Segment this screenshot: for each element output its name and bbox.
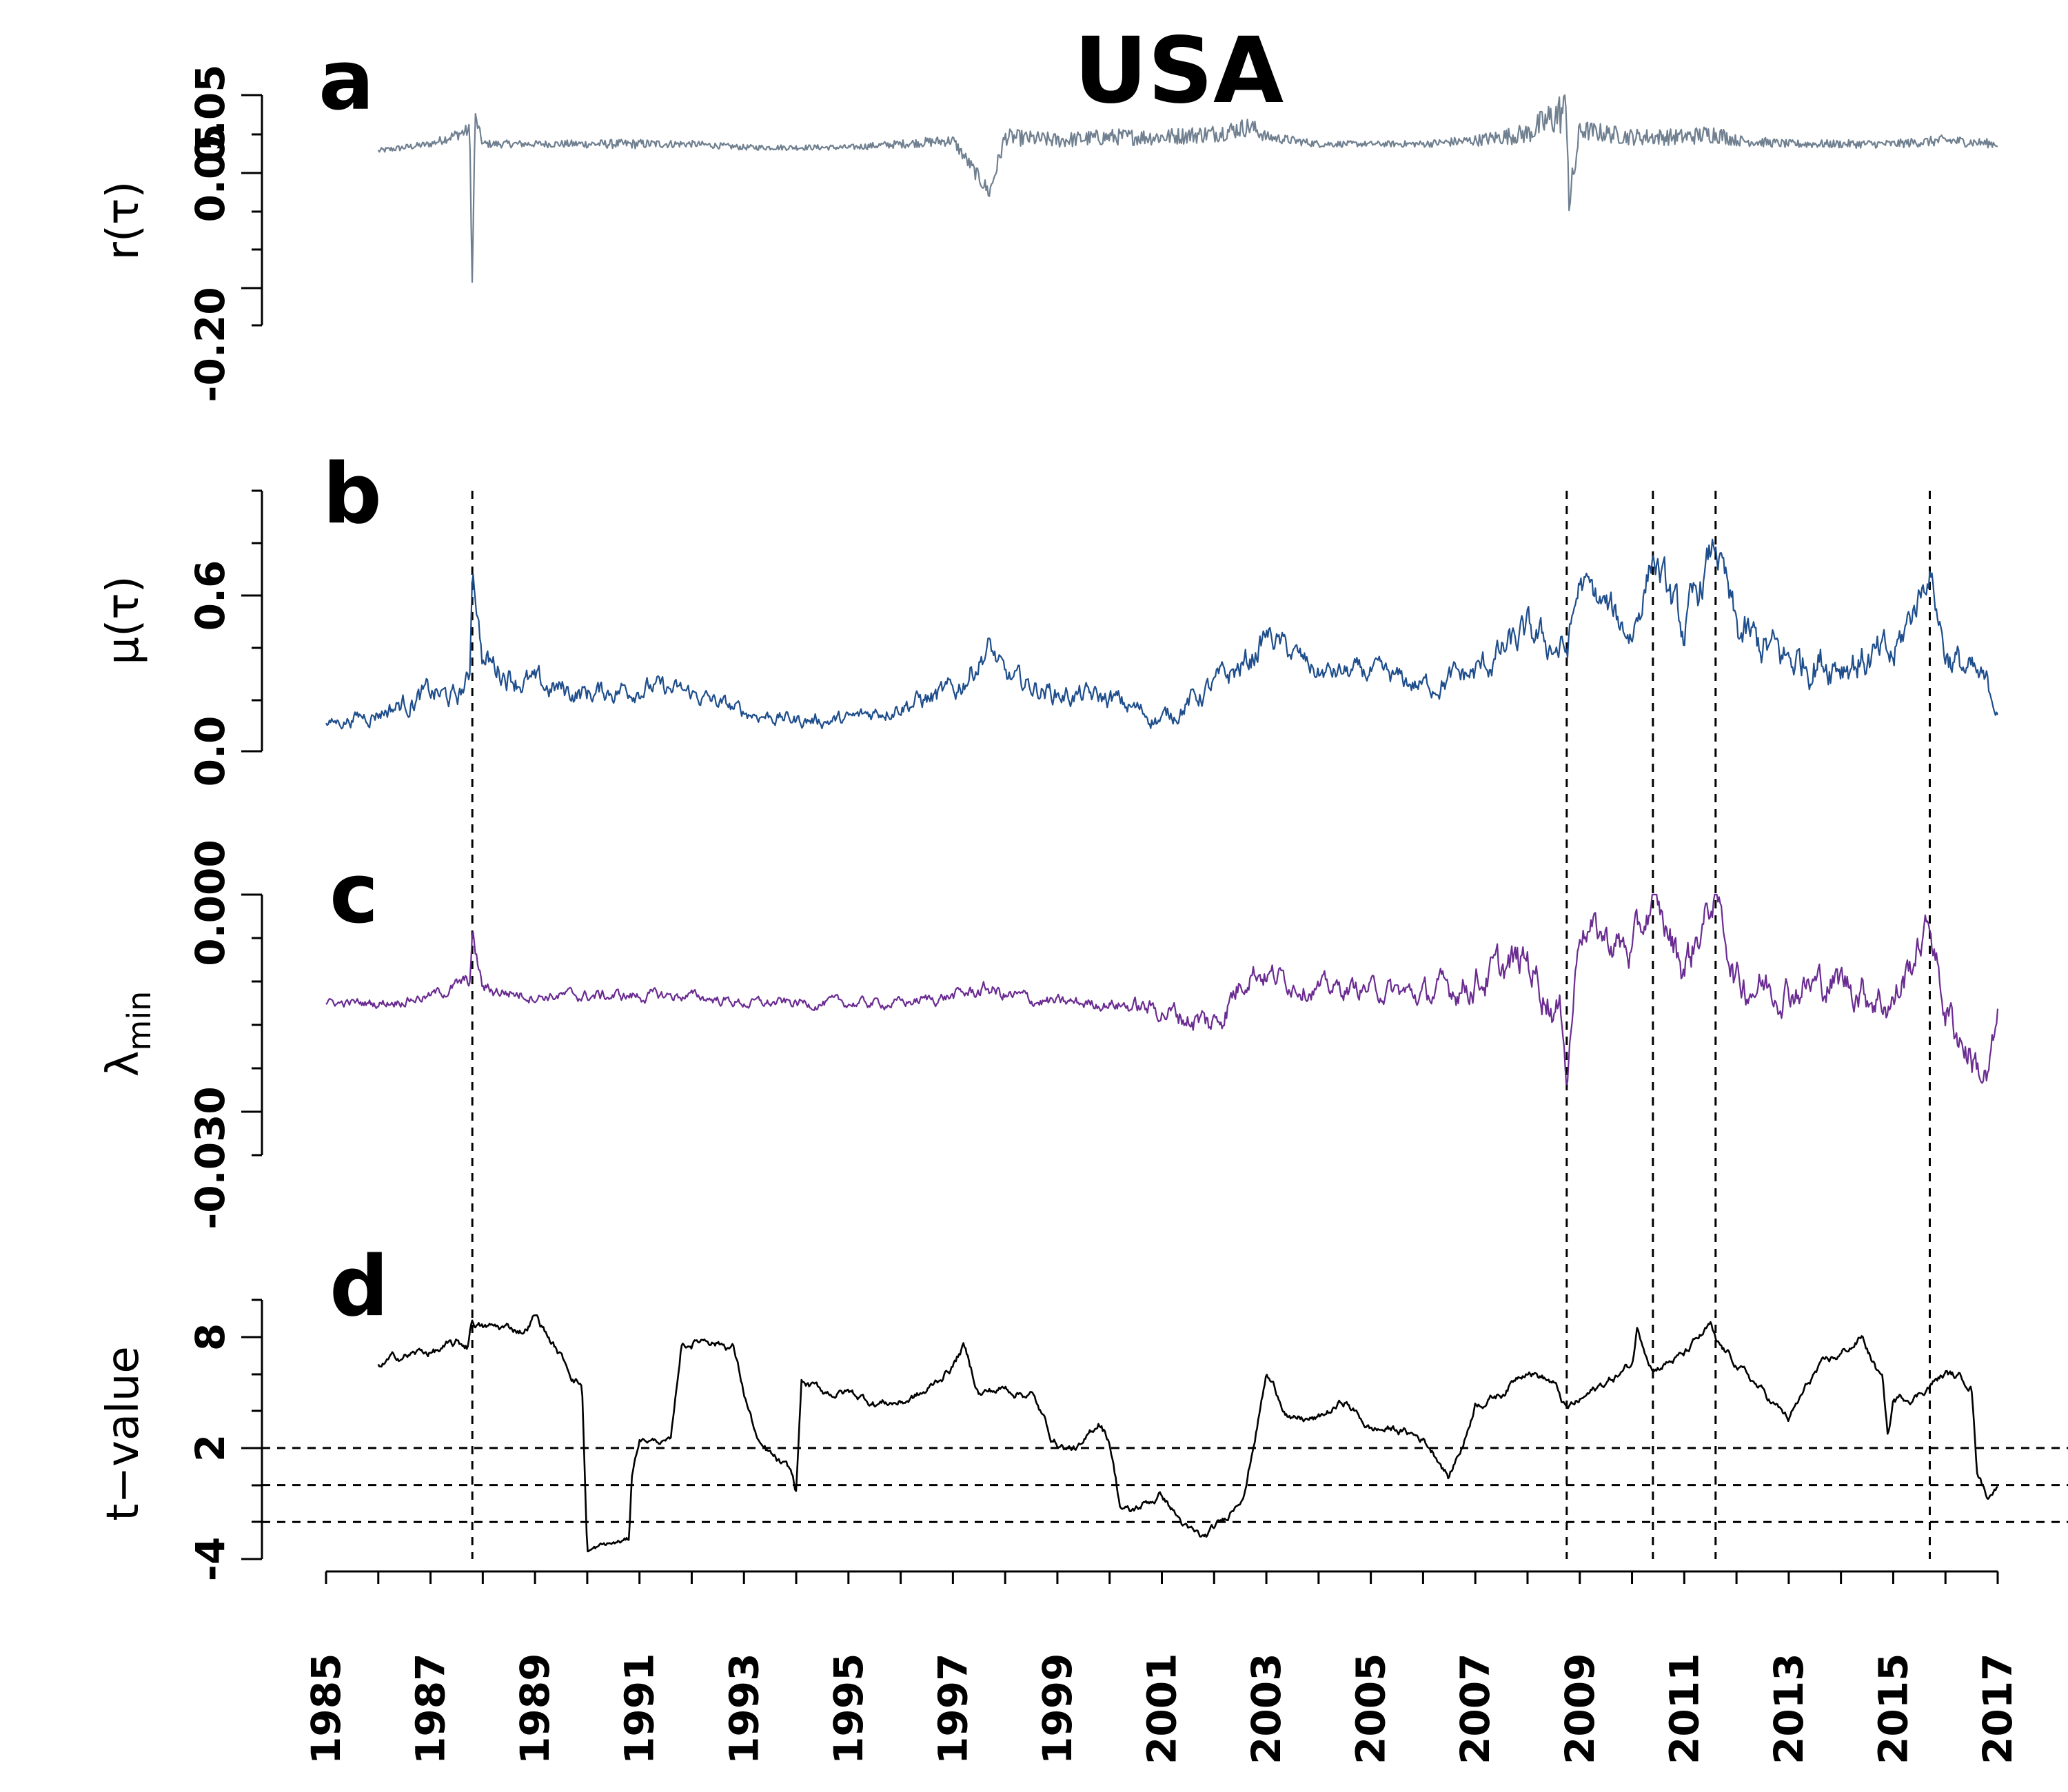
x-tick-label-1995: 1995 [825, 1653, 872, 1764]
panel-a-ytick-3: -0.20 [187, 287, 234, 402]
panel-d-ytick-3: -4 [187, 1537, 234, 1581]
x-tick-label-2005: 2005 [1348, 1653, 1395, 1764]
x-tick-label-2011: 2011 [1661, 1653, 1707, 1764]
panel-b-letter: b [323, 447, 382, 542]
panel-c-ylabel-sub: min [121, 991, 158, 1051]
panel-d-letter: d [330, 1239, 389, 1335]
panel-c-ytick-1: 0.000 [187, 839, 234, 966]
panel-c-letter: c [330, 846, 378, 942]
series-group [325, 94, 1999, 1553]
panel-a-ytick-1: 0.05 [187, 64, 234, 163]
x-tick-label-2007: 2007 [1452, 1653, 1499, 1764]
panel-b-ylabel: μ(τ) [98, 576, 149, 664]
panel-c-series-line [325, 893, 1999, 1086]
panel-a-y-axis: 0.05 0.05 -0.20 r(τ) [98, 64, 263, 403]
panel-d-ylabel: t−value [98, 1346, 149, 1521]
threshold-lines [262, 1447, 2068, 1523]
x-tick-labels: 1985 1987 1989 1991 1993 1995 1997 1999 2001 2003… [303, 1653, 2021, 1764]
panel-a-series-line [377, 94, 1998, 283]
panel-b-ytick-1: 0.6 [187, 560, 234, 631]
event-lines [471, 491, 1931, 1559]
panel-c-ylabel: λmin [98, 991, 158, 1077]
panel-a-ylabel: r(τ) [98, 181, 149, 261]
x-tick-label-2013: 2013 [1765, 1653, 1812, 1764]
x-tick-label-2003: 2003 [1243, 1653, 1290, 1764]
panel-d-y-axis: 8 2 -4 t−value [98, 1299, 263, 1581]
x-tick-label-1999: 1999 [1034, 1653, 1081, 1764]
panel-d-ytick-1: 8 [187, 1323, 234, 1351]
panel-d-series-line [377, 1314, 1998, 1553]
x-tick-label-1991: 1991 [616, 1653, 663, 1764]
x-tick-label-2015: 2015 [1869, 1653, 1916, 1764]
panel-b-y-axis: 0.6 0.0 μ(τ) [98, 489, 263, 787]
x-tick-label-1987: 1987 [407, 1653, 454, 1764]
panel-a-letter: a [318, 33, 374, 129]
panel-c-y-axis: 0.000 -0.030 λmin [98, 839, 263, 1230]
x-tick-label-2017: 2017 [1974, 1653, 2021, 1764]
panel-b-ytick-2: 0.0 [187, 716, 234, 787]
panel-c-ytick-2: -0.030 [187, 1086, 234, 1230]
panel-c-ylabel-main: λ [98, 1050, 149, 1077]
x-tick-label-1985: 1985 [303, 1653, 349, 1764]
x-tick-label-1989: 1989 [511, 1653, 558, 1764]
x-tick-label-2009: 2009 [1557, 1653, 1603, 1764]
x-tick-label-2001: 2001 [1139, 1653, 1186, 1764]
x-tick-label-1997: 1997 [929, 1653, 976, 1764]
panel-b-series-line [325, 538, 1999, 730]
panel-d-ytick-2: 2 [187, 1434, 234, 1462]
x-tick-label-1993: 1993 [720, 1653, 767, 1764]
figure-title: USA [1074, 18, 1284, 124]
panel-a-ytick-2: 0.05 [187, 123, 234, 222]
x-axis [325, 1570, 1999, 1584]
